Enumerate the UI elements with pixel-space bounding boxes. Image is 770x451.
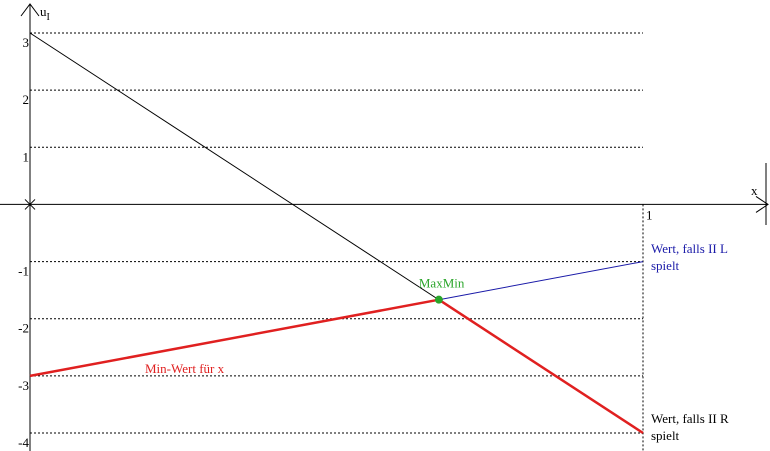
series-line-wert-r (438, 298, 644, 435)
series-group (29, 32, 644, 435)
x-tick-label: 1 (646, 207, 653, 222)
annotation-line: Min-Wert für x (145, 361, 225, 376)
annotation-line: spielt (651, 428, 680, 443)
series-line-min-wert (29, 298, 440, 378)
annotation-line: spielt (651, 258, 680, 273)
annotation-line: Wert, falls II R (651, 411, 729, 426)
y-tick-label: -4 (18, 435, 29, 450)
axes (0, 3, 769, 451)
origin-mark (24, 199, 36, 210)
y-tick-label: 3 (23, 35, 30, 50)
y-axis-label: uI (40, 4, 50, 23)
y-tick-label: 1 (23, 149, 30, 164)
maxmin-label: MaxMin (419, 276, 465, 291)
y-tick-label: -2 (18, 321, 29, 336)
tick-labels: 3 2 1 -1 -2 -3 -4 1 (18, 35, 652, 450)
y-tick-label: -3 (18, 378, 29, 393)
annotation-wert-r: Wert, falls II R spielt (651, 411, 729, 443)
y-tick-label: -1 (18, 264, 29, 279)
maxmin-point (434, 295, 443, 304)
annotation-line: Wert, falls II L (651, 241, 728, 256)
y-axis-arrow (20, 3, 40, 17)
series-line-wert-l (438, 261, 644, 301)
annotation-min-wert: Min-Wert für x (145, 361, 225, 376)
x-axis-arrow (755, 196, 769, 213)
annotations: Wert, falls II L spielt Wert, falls II R sp… (145, 241, 729, 443)
annotation-wert-l: Wert, falls II L spielt (651, 241, 728, 273)
maxmin-point-group: MaxMin (419, 276, 465, 304)
y-tick-label: 2 (23, 92, 30, 107)
x-axis-label: x (751, 183, 758, 198)
